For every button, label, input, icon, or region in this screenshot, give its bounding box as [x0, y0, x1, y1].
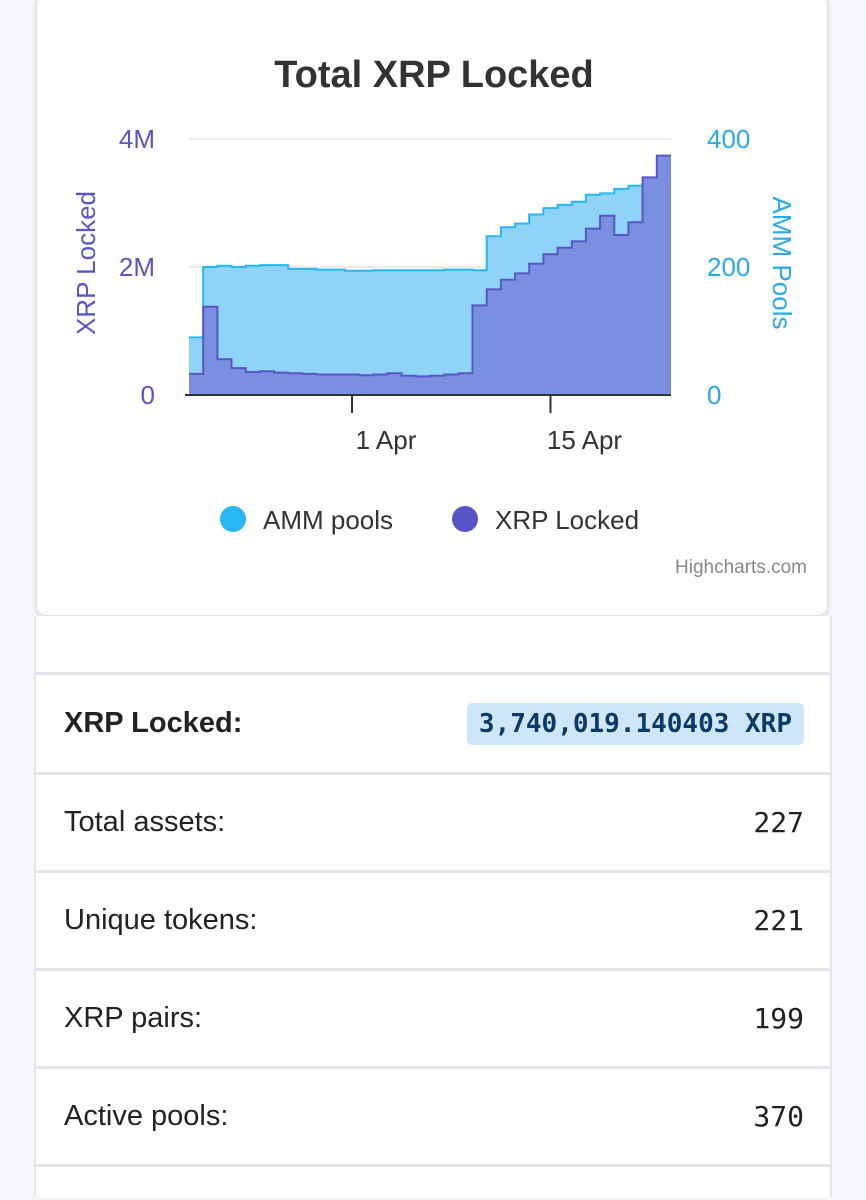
y-tick-label-right: 0 — [707, 380, 721, 410]
chart-svg: Total XRP Locked 0 0 2M 200 4M 400 1 Apr 15 Apr… — [71, 54, 807, 578]
legend-marker-xrp-locked[interactable] — [452, 506, 478, 532]
stat-label: Total assets: — [64, 806, 226, 838]
stat-label: Unique tokens: — [64, 904, 258, 936]
area-xrp-locked — [189, 155, 671, 395]
y-tick-label-right: 400 — [707, 124, 750, 154]
y-tick-label-left: 2M — [119, 252, 155, 282]
credits-link[interactable]: Highcharts.com — [675, 557, 807, 578]
stat-row-active-pools: Active pools: 370 — [36, 1069, 830, 1167]
chart-title: Total XRP Locked — [274, 54, 594, 96]
stat-row-xrp-locked: XRP Locked: 3,740,019.140403 XRP — [36, 675, 830, 775]
stat-value: 199 — [753, 1002, 804, 1035]
legend: AMM pools XRP Locked — [220, 505, 639, 535]
stats-table: XRP Locked: 3,740,019.140403 XRP Total a… — [34, 616, 832, 1197]
y-tick-label-left: 4M — [119, 124, 155, 154]
stat-row-unique-tokens: Unique tokens: 221 — [36, 873, 830, 971]
stat-label: Active pools: — [64, 1100, 229, 1132]
stat-value: 370 — [753, 1100, 804, 1133]
stat-value: 227 — [753, 806, 804, 839]
table-spacer — [36, 616, 830, 675]
stat-row-xrp-pairs: XRP pairs: 199 — [36, 971, 830, 1069]
x-tick-label: 15 Apr — [547, 425, 623, 455]
y-axis-title-right: AMM Pools — [767, 197, 797, 330]
stat-label: XRP Locked: — [64, 707, 243, 739]
plot-areas — [189, 154, 671, 395]
line-xrp-locked — [189, 154, 671, 378]
xrp-locked-value-badge: 3,740,019.140403 XRP — [466, 702, 804, 745]
y-tick-label-right: 200 — [707, 252, 750, 282]
y-tick-label-left: 0 — [141, 380, 155, 410]
legend-label-amm-pools[interactable]: AMM pools — [263, 505, 393, 535]
axes: 0 0 2M 200 4M 400 1 Apr 15 Apr — [119, 124, 751, 455]
legend-label-xrp-locked[interactable]: XRP Locked — [495, 505, 639, 535]
table-row-partial — [36, 1167, 830, 1197]
line-amm-pools — [189, 182, 671, 339]
y-axis-title-left: XRP Locked — [71, 191, 101, 335]
x-tick-label: 1 Apr — [356, 425, 417, 455]
stat-label: XRP pairs: — [64, 1002, 203, 1034]
stat-value: 221 — [753, 904, 804, 937]
legend-marker-amm-pools[interactable] — [220, 506, 246, 532]
chart-card: Total XRP Locked 0 0 2M 200 4M 400 1 Apr 15 Apr… — [36, 0, 828, 616]
stat-row-total-assets: Total assets: 227 — [36, 775, 830, 873]
